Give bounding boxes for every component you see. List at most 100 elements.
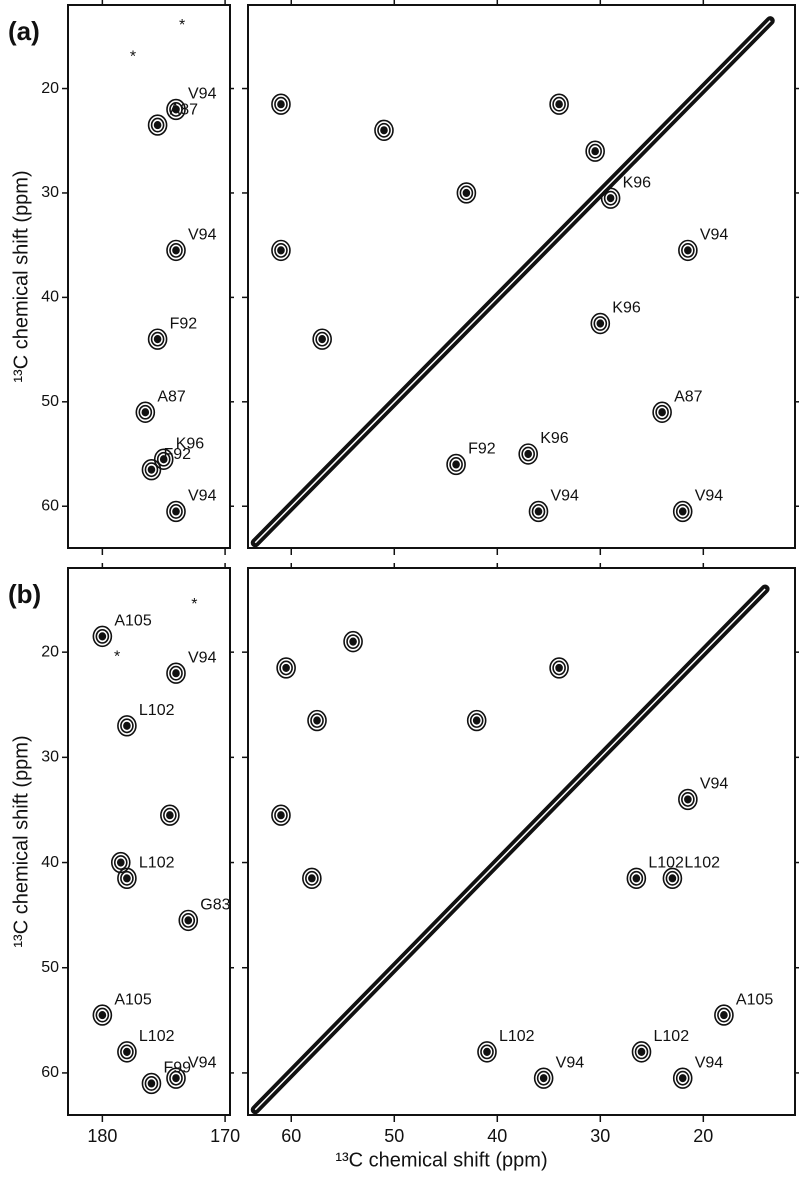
peak — [166, 98, 186, 121]
peak — [600, 187, 621, 209]
peak — [160, 804, 180, 826]
contour — [98, 1010, 107, 1020]
contour — [169, 102, 183, 117]
contour — [483, 1047, 491, 1056]
contour — [555, 663, 563, 673]
peak — [585, 140, 605, 162]
peak-label: A105 — [114, 613, 151, 630]
peak-label: F92 — [170, 315, 198, 332]
peak — [678, 239, 698, 262]
peak — [166, 662, 186, 684]
peak — [166, 500, 186, 523]
peak — [446, 453, 466, 476]
peak — [528, 500, 549, 523]
contour — [681, 792, 695, 807]
contour — [172, 1074, 180, 1083]
plot-frame — [67, 4, 231, 549]
y-tick-label: 50 — [41, 393, 59, 410]
contour — [552, 96, 566, 112]
contour — [634, 1044, 649, 1060]
contour — [588, 143, 602, 159]
contour — [169, 1070, 183, 1086]
contour — [675, 1070, 690, 1086]
y-tick-label: 60 — [41, 497, 59, 514]
peak — [302, 867, 322, 890]
contour — [95, 628, 110, 644]
contour — [172, 669, 180, 678]
peak-label: V94 — [188, 86, 217, 103]
peak — [271, 239, 291, 262]
contour — [717, 1007, 731, 1023]
peak — [374, 119, 394, 142]
contour — [144, 1076, 159, 1091]
contour — [318, 335, 326, 344]
contour — [675, 504, 690, 519]
peak-label: G83 — [200, 897, 230, 914]
x-axis-title: ¹³C chemical shift (ppm) — [335, 1149, 547, 1171]
peak — [672, 1067, 693, 1089]
contour — [116, 858, 125, 867]
panel-label: (a) — [8, 16, 40, 46]
peak-label: F99 — [163, 1060, 191, 1077]
peak — [271, 93, 291, 115]
peak — [117, 867, 137, 890]
contour — [720, 1010, 728, 1020]
contour — [277, 100, 285, 109]
contour — [681, 242, 695, 258]
peak — [626, 867, 647, 890]
contour — [95, 1007, 110, 1023]
contour — [141, 408, 150, 417]
contour — [169, 242, 183, 258]
diagonal-core — [254, 20, 771, 544]
contour — [274, 96, 288, 112]
plot-frame — [247, 4, 796, 549]
contour — [449, 457, 463, 472]
contour — [603, 190, 618, 206]
peak — [549, 657, 569, 679]
peak-label: L102 — [139, 1028, 175, 1045]
contour — [156, 451, 171, 467]
peak — [141, 458, 162, 481]
contour — [120, 718, 134, 734]
x-tick-label: 50 — [384, 1126, 404, 1146]
contour — [349, 637, 357, 646]
peak-label: A105 — [736, 991, 773, 1008]
diagonal-core — [254, 588, 766, 1111]
peak-label: F92 — [468, 441, 496, 458]
peak — [92, 625, 113, 648]
contour — [684, 795, 692, 804]
contour — [169, 665, 183, 681]
contour — [159, 455, 168, 464]
contour — [593, 316, 608, 331]
peak — [631, 1041, 652, 1063]
contour — [346, 634, 360, 650]
y-axis-title: ¹³C chemical shift (ppm) — [10, 735, 32, 947]
peak-label: V94 — [700, 776, 729, 793]
peak-label: K96 — [623, 174, 652, 191]
peak — [652, 401, 672, 423]
peak — [343, 630, 363, 653]
peak-label: K96 — [540, 430, 569, 447]
contour — [315, 331, 329, 347]
contour — [147, 465, 156, 474]
contour — [377, 122, 391, 138]
contour — [282, 663, 290, 673]
asterisk: * — [114, 649, 120, 666]
peak — [117, 715, 137, 737]
peak — [533, 1067, 554, 1089]
asterisk: * — [179, 17, 185, 34]
peak — [549, 93, 569, 115]
contour — [153, 335, 162, 344]
contour — [120, 870, 134, 886]
contour — [274, 242, 288, 258]
contour — [184, 916, 193, 925]
peak — [141, 1072, 162, 1095]
contour — [591, 147, 599, 156]
contour — [629, 870, 644, 886]
contour — [279, 660, 293, 676]
contour — [172, 246, 180, 255]
contour — [163, 807, 177, 823]
peak-label: K96 — [176, 435, 205, 452]
y-tick-label: 60 — [41, 1064, 59, 1081]
contour — [147, 1079, 156, 1088]
